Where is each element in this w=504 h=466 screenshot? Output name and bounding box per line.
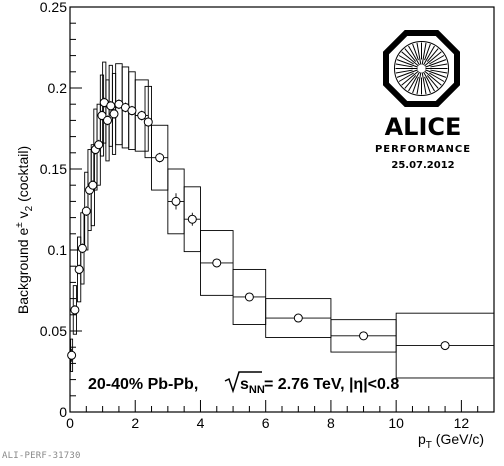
data-point [109,109,119,119]
alice-logo: ALICE PERFORMANCE 25.07.2012 [375,30,471,171]
data-point [171,196,181,206]
y-axis-title: Background e± v2 (cocktail) [14,146,35,314]
alice-logo-subtitle: PERFORMANCE [375,144,471,155]
y-tick-label: 0.1 [48,242,68,258]
data-point [103,115,113,125]
x-tick-label: 8 [327,415,335,431]
x-axis-title: pT (GeV/c) [418,431,484,451]
data-point [212,258,222,268]
axes: 0 2 4 6 8 10 12 0 0.05 0.1 0.15 0.2 0.25 [40,0,495,431]
data-point [77,243,87,253]
y-tick-label: 0 [59,404,67,420]
data-point [97,111,107,121]
data-point [127,106,137,116]
x-tick-label: 12 [454,415,470,431]
y-tick-label: 0.25 [40,0,67,15]
data-point [244,292,254,302]
x-tick-label: 10 [388,415,404,431]
x-tick-label: 2 [131,415,139,431]
y-tick-label: 0.2 [48,80,68,96]
data-point [74,264,84,274]
data-point [293,313,303,323]
collision-annotation: 20-40% Pb-Pb, sNN = 2.76 TeV, |η|<0.8 [88,371,399,396]
data-point [143,117,153,127]
svg-text:= 2.76 TeV, |η|<0.8: = 2.76 TeV, |η|<0.8 [264,376,399,393]
data-point [187,214,197,224]
data-point [106,101,116,111]
alice-octagon-icon [383,30,460,107]
data-point [94,140,104,150]
data-point [67,350,77,360]
data-points [67,98,450,360]
x-tick-label: 4 [197,415,205,431]
x-tick-label: 6 [262,415,270,431]
data-point [440,341,450,351]
alice-logo-name: ALICE [385,113,462,141]
data-point [137,111,147,121]
svg-text:sNN: sNN [240,376,265,396]
data-point [155,153,165,163]
data-point [359,331,369,341]
svg-text:20-40% Pb-Pb,: 20-40% Pb-Pb, [88,376,198,393]
alice-logo-date: 25.07.2012 [391,160,454,171]
y-tick-label: 0.05 [40,323,67,339]
data-point [81,206,91,216]
data-point [70,305,80,315]
y-tick-label: 0.15 [40,161,67,177]
data-point [88,180,98,190]
x-tick-label: 0 [66,415,74,431]
figure-id-footer: ALI-PERF-31730 [2,451,81,461]
